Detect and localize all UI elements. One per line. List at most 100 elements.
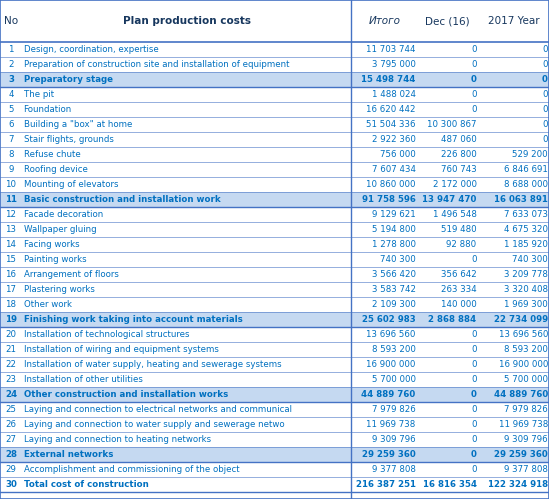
Text: 756 000: 756 000 xyxy=(380,150,416,159)
Text: 12: 12 xyxy=(5,210,16,219)
Text: 216 387 251: 216 387 251 xyxy=(356,480,416,489)
Text: Plastering works: Plastering works xyxy=(24,285,94,294)
Text: Facing works: Facing works xyxy=(24,240,79,249)
Text: Painting works: Painting works xyxy=(24,255,86,264)
Text: 0: 0 xyxy=(470,450,477,459)
Text: Total cost of construction: Total cost of construction xyxy=(24,480,148,489)
Text: 6 846 691: 6 846 691 xyxy=(504,165,548,174)
Text: 3 566 420: 3 566 420 xyxy=(372,270,416,279)
Text: Installation of technological structures: Installation of technological structures xyxy=(24,330,189,339)
Text: 30: 30 xyxy=(5,480,17,489)
Text: 356 642: 356 642 xyxy=(441,270,477,279)
Text: 1 185 920: 1 185 920 xyxy=(504,240,548,249)
Text: Laying and connection to electrical networks and communical: Laying and connection to electrical netw… xyxy=(24,405,292,414)
Text: 13 696 560: 13 696 560 xyxy=(498,330,548,339)
Text: 3 320 408: 3 320 408 xyxy=(504,285,548,294)
Text: 8 593 200: 8 593 200 xyxy=(372,345,416,354)
Text: 740 300: 740 300 xyxy=(380,255,416,264)
Text: Preparation of construction site and installation of equipment: Preparation of construction site and ins… xyxy=(24,60,289,69)
Text: Preparatory stage: Preparatory stage xyxy=(24,75,113,84)
Text: 9 309 796: 9 309 796 xyxy=(372,435,416,444)
Text: 16 900 000: 16 900 000 xyxy=(366,360,416,369)
Text: 10 860 000: 10 860 000 xyxy=(366,180,416,189)
Text: 16: 16 xyxy=(5,270,16,279)
Text: 9: 9 xyxy=(8,165,14,174)
Text: 263 334: 263 334 xyxy=(441,285,477,294)
Text: 7: 7 xyxy=(8,135,14,144)
Text: 51 504 336: 51 504 336 xyxy=(366,120,416,129)
Text: 122 324 918: 122 324 918 xyxy=(488,480,548,489)
Text: 19: 19 xyxy=(5,315,17,324)
Text: 29 259 360: 29 259 360 xyxy=(494,450,548,459)
Text: 9 377 808: 9 377 808 xyxy=(504,465,548,474)
Text: 519 480: 519 480 xyxy=(441,225,477,234)
Text: Итого: Итого xyxy=(368,16,400,26)
Text: 8 688 000: 8 688 000 xyxy=(504,180,548,189)
Text: 10: 10 xyxy=(5,180,16,189)
Text: Mounting of elevators: Mounting of elevators xyxy=(24,180,118,189)
Text: 8: 8 xyxy=(8,150,14,159)
Text: 11: 11 xyxy=(5,195,17,204)
Bar xyxy=(0,447,549,462)
Text: 5 194 800: 5 194 800 xyxy=(372,225,416,234)
Text: Finishing work taking into account materials: Finishing work taking into account mater… xyxy=(24,315,242,324)
Text: Roofing device: Roofing device xyxy=(24,165,87,174)
Text: 0: 0 xyxy=(542,90,548,99)
Text: 14: 14 xyxy=(5,240,16,249)
Text: 11 969 738: 11 969 738 xyxy=(366,420,416,429)
Text: 26: 26 xyxy=(5,420,16,429)
Text: 7 607 434: 7 607 434 xyxy=(372,165,416,174)
Text: Design, coordination, expertise: Design, coordination, expertise xyxy=(24,45,158,54)
Text: 92 880: 92 880 xyxy=(446,240,477,249)
Text: Installation of wiring and equipment systems: Installation of wiring and equipment sys… xyxy=(24,345,219,354)
Text: 0: 0 xyxy=(542,75,548,84)
Text: 6: 6 xyxy=(8,120,14,129)
Text: 0: 0 xyxy=(471,60,477,69)
Text: 7 979 826: 7 979 826 xyxy=(372,405,416,414)
Text: 0: 0 xyxy=(542,120,548,129)
Text: 11 969 738: 11 969 738 xyxy=(498,420,548,429)
Text: 1: 1 xyxy=(8,45,14,54)
Text: 22: 22 xyxy=(5,360,16,369)
Text: Other construction and installation works: Other construction and installation work… xyxy=(24,390,228,399)
Text: 7 979 826: 7 979 826 xyxy=(504,405,548,414)
Text: 7 633 073: 7 633 073 xyxy=(504,210,548,219)
Text: Installation of other utilities: Installation of other utilities xyxy=(24,375,143,384)
Text: Laying and connection to water supply and sewerage netwo: Laying and connection to water supply an… xyxy=(24,420,284,429)
Text: 3: 3 xyxy=(8,75,14,84)
Text: 226 800: 226 800 xyxy=(441,150,477,159)
Text: 27: 27 xyxy=(5,435,16,444)
Text: 29: 29 xyxy=(5,465,16,474)
Bar xyxy=(0,192,549,207)
Text: 0: 0 xyxy=(471,465,477,474)
Text: 16 620 442: 16 620 442 xyxy=(366,105,416,114)
Text: Dec (16): Dec (16) xyxy=(425,16,470,26)
Text: 23: 23 xyxy=(5,375,16,384)
Text: Refuse chute: Refuse chute xyxy=(24,150,80,159)
Text: Arrangement of floors: Arrangement of floors xyxy=(24,270,119,279)
Text: 3 583 742: 3 583 742 xyxy=(372,285,416,294)
Bar xyxy=(0,312,549,327)
Text: 2 922 360: 2 922 360 xyxy=(372,135,416,144)
Text: 1 496 548: 1 496 548 xyxy=(433,210,477,219)
Text: 29 259 360: 29 259 360 xyxy=(362,450,416,459)
Text: 16 816 354: 16 816 354 xyxy=(423,480,477,489)
Text: 0: 0 xyxy=(471,255,477,264)
Text: 0: 0 xyxy=(471,435,477,444)
Text: 13 696 560: 13 696 560 xyxy=(366,330,416,339)
Text: 0: 0 xyxy=(470,75,477,84)
Text: 0: 0 xyxy=(471,375,477,384)
Text: 9 377 808: 9 377 808 xyxy=(372,465,416,474)
Text: 1 969 300: 1 969 300 xyxy=(504,300,548,309)
Text: 0: 0 xyxy=(542,45,548,54)
Text: 2: 2 xyxy=(8,60,14,69)
Text: 17: 17 xyxy=(5,285,16,294)
Text: 25 602 983: 25 602 983 xyxy=(362,315,416,324)
Text: No: No xyxy=(4,16,18,26)
Text: 0: 0 xyxy=(542,60,548,69)
Text: 8 593 200: 8 593 200 xyxy=(504,345,548,354)
Text: Facade decoration: Facade decoration xyxy=(24,210,103,219)
Text: 2 868 884: 2 868 884 xyxy=(428,315,477,324)
Text: 0: 0 xyxy=(471,420,477,429)
Text: 21: 21 xyxy=(5,345,16,354)
